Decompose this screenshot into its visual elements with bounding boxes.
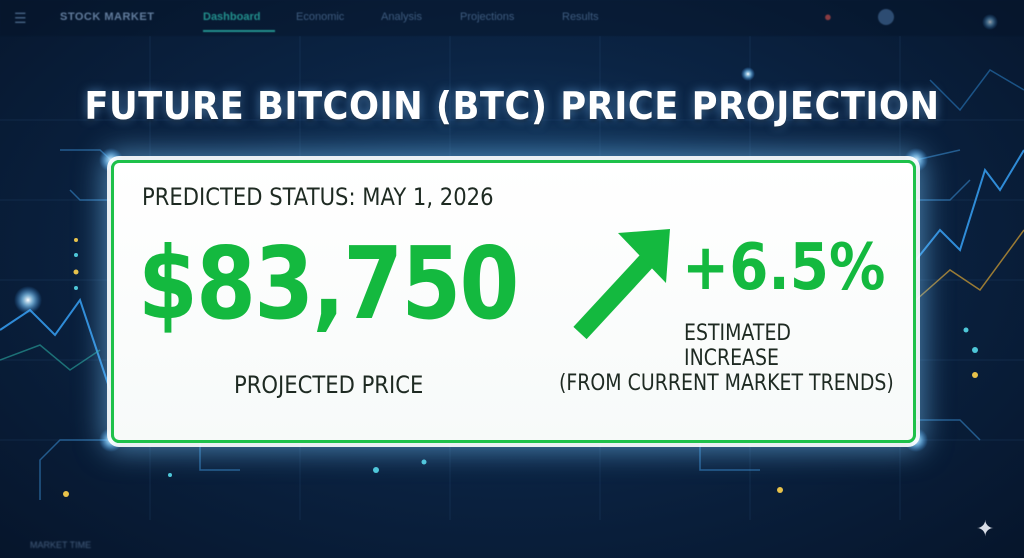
projected-price-value: $83,750 [138,225,519,342]
page-title: FUTURE BITCOIN (BTC) PRICE PROJECTION [84,84,940,128]
brand-label: STOCK MARKET [60,11,155,23]
top-navbar: ☰ STOCK MARKET Dashboard Economic Analys… [0,0,1024,36]
tab-results[interactable]: Results [562,11,599,23]
tab-analysis[interactable]: Analysis [381,11,422,23]
estimated-increase-label: ESTIMATED INCREASE [684,321,791,371]
tab-economic[interactable]: Economic [296,11,345,23]
market-time-label: MARKET TIME [30,540,92,550]
projected-price-label: PROJECTED PRICE [234,371,424,399]
active-tab-indicator [203,30,275,32]
hamburger-icon[interactable]: ☰ [14,10,27,26]
trend-up-arrow-icon [573,229,670,340]
sparkle-icon: ✦ [976,516,995,541]
predicted-status: PREDICTED STATUS: MAY 1, 2026 [142,183,494,211]
tab-projections[interactable]: Projections [460,11,515,23]
bottom-ticker-strip: MARKET TIME [0,520,1024,558]
tab-dashboard[interactable]: Dashboard [203,11,261,23]
projection-card: PREDICTED STATUS: MAY 1, 2026 $83,750 PR… [111,160,916,443]
bell-icon[interactable]: ● [824,9,832,24]
avatar[interactable] [878,9,894,25]
percent-change-value: +6.5% [682,231,886,305]
market-trends-note: (FROM CURRENT MARKET TRENDS) [559,371,894,396]
